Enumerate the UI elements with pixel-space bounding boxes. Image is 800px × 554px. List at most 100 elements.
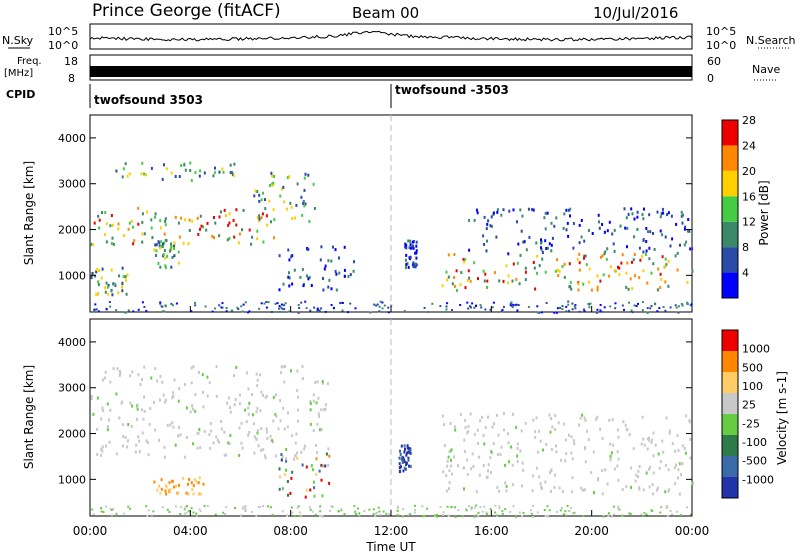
velocity-mark — [183, 455, 186, 459]
velocity-mark — [684, 451, 687, 455]
velocity-mark — [457, 509, 460, 512]
velocity-mark — [594, 417, 597, 421]
power-mark — [606, 247, 609, 251]
power-mark — [686, 229, 689, 233]
velocity-mark — [567, 510, 570, 513]
power-mark — [671, 237, 674, 241]
power-mark — [412, 240, 415, 243]
nsky-trace — [89, 30, 693, 42]
velocity-mark — [321, 494, 324, 498]
velocity-mark — [279, 475, 281, 479]
power-mark — [666, 213, 669, 217]
power-mark — [656, 310, 659, 313]
power-mark — [307, 247, 310, 251]
power-mark — [264, 207, 267, 211]
power-mark — [90, 242, 93, 246]
velocity-mark — [146, 441, 149, 444]
velocity-mark — [96, 427, 99, 431]
velocity-mark — [669, 509, 672, 512]
velocity-mark — [100, 417, 103, 421]
velocity-mark — [206, 505, 209, 507]
power-mark — [464, 257, 467, 261]
power-mark — [98, 218, 101, 222]
velocity-mark — [436, 515, 438, 518]
velocity-mark — [298, 515, 301, 517]
velocity-mark — [536, 511, 539, 514]
power-mark — [463, 260, 466, 264]
power-mark — [175, 302, 178, 305]
colorbar-tick-label: 100 — [742, 380, 763, 393]
velocity-mark — [409, 451, 412, 455]
velocity-mark — [183, 508, 186, 511]
x-tick-label: 08:00 — [273, 524, 308, 538]
power-mark — [519, 208, 522, 212]
power-mark — [214, 307, 217, 310]
power-mark — [658, 307, 661, 310]
power-mark — [347, 311, 349, 314]
power-mark — [307, 173, 310, 177]
velocity-mark — [291, 434, 294, 438]
velocity-mark — [253, 435, 256, 439]
velocity-mark — [228, 442, 231, 446]
velocity-mark — [153, 400, 155, 404]
velocity-mark — [540, 485, 543, 489]
power-mark — [258, 307, 261, 310]
power-mark — [178, 175, 181, 178]
power-mark — [153, 248, 156, 252]
velocity-mark — [560, 507, 563, 509]
velocity-mark — [691, 481, 694, 485]
velocity-mark — [296, 369, 299, 373]
power-mark — [229, 163, 232, 167]
power-mark — [302, 201, 305, 205]
power-mark — [519, 253, 522, 257]
power-mark — [409, 243, 412, 247]
velocity-mark — [555, 450, 558, 454]
power-mark — [379, 300, 382, 303]
velocity-mark — [482, 464, 485, 467]
velocity-mark — [642, 488, 645, 492]
velocity-mark — [358, 514, 361, 517]
velocity-mark — [278, 467, 281, 471]
power-mark — [111, 236, 114, 240]
velocity-mark — [320, 463, 323, 467]
velocity-mark — [279, 399, 282, 403]
velocity-mark — [617, 506, 620, 509]
velocity-mark — [238, 453, 241, 457]
velocity-mark — [524, 422, 527, 425]
velocity-mark — [102, 511, 105, 514]
velocity-mark — [539, 482, 542, 486]
power-mark — [631, 311, 634, 314]
date-title: 10/Jul/2016 — [593, 4, 678, 22]
power-mark — [328, 278, 331, 282]
power-mark — [354, 307, 357, 310]
power-mark — [115, 309, 118, 312]
power-mark — [302, 199, 305, 203]
power-mark — [645, 227, 648, 230]
velocity-mark — [464, 425, 467, 429]
power-mark — [273, 236, 275, 240]
velocity-mark — [260, 448, 262, 452]
velocity-mark — [660, 506, 663, 509]
power-mark — [524, 270, 527, 274]
power-mark — [121, 281, 124, 285]
velocity-mark — [297, 505, 300, 508]
velocity-mark — [681, 444, 684, 448]
power-mark — [171, 256, 174, 259]
velocity-mark — [234, 507, 236, 509]
velocity-mark — [309, 508, 312, 511]
power-mark — [562, 226, 565, 230]
velocity-mark — [656, 486, 659, 490]
velocity-mark — [357, 507, 359, 510]
velocity-mark — [475, 513, 478, 516]
power-mark — [683, 243, 686, 247]
power-mark — [565, 208, 568, 212]
power-mark — [642, 217, 645, 221]
velocity-mark — [441, 414, 444, 418]
velocity-mark — [407, 450, 410, 454]
power-mark — [349, 302, 352, 305]
velocity-mark — [512, 412, 514, 416]
power-mark — [137, 222, 140, 226]
power-mark — [578, 223, 581, 227]
